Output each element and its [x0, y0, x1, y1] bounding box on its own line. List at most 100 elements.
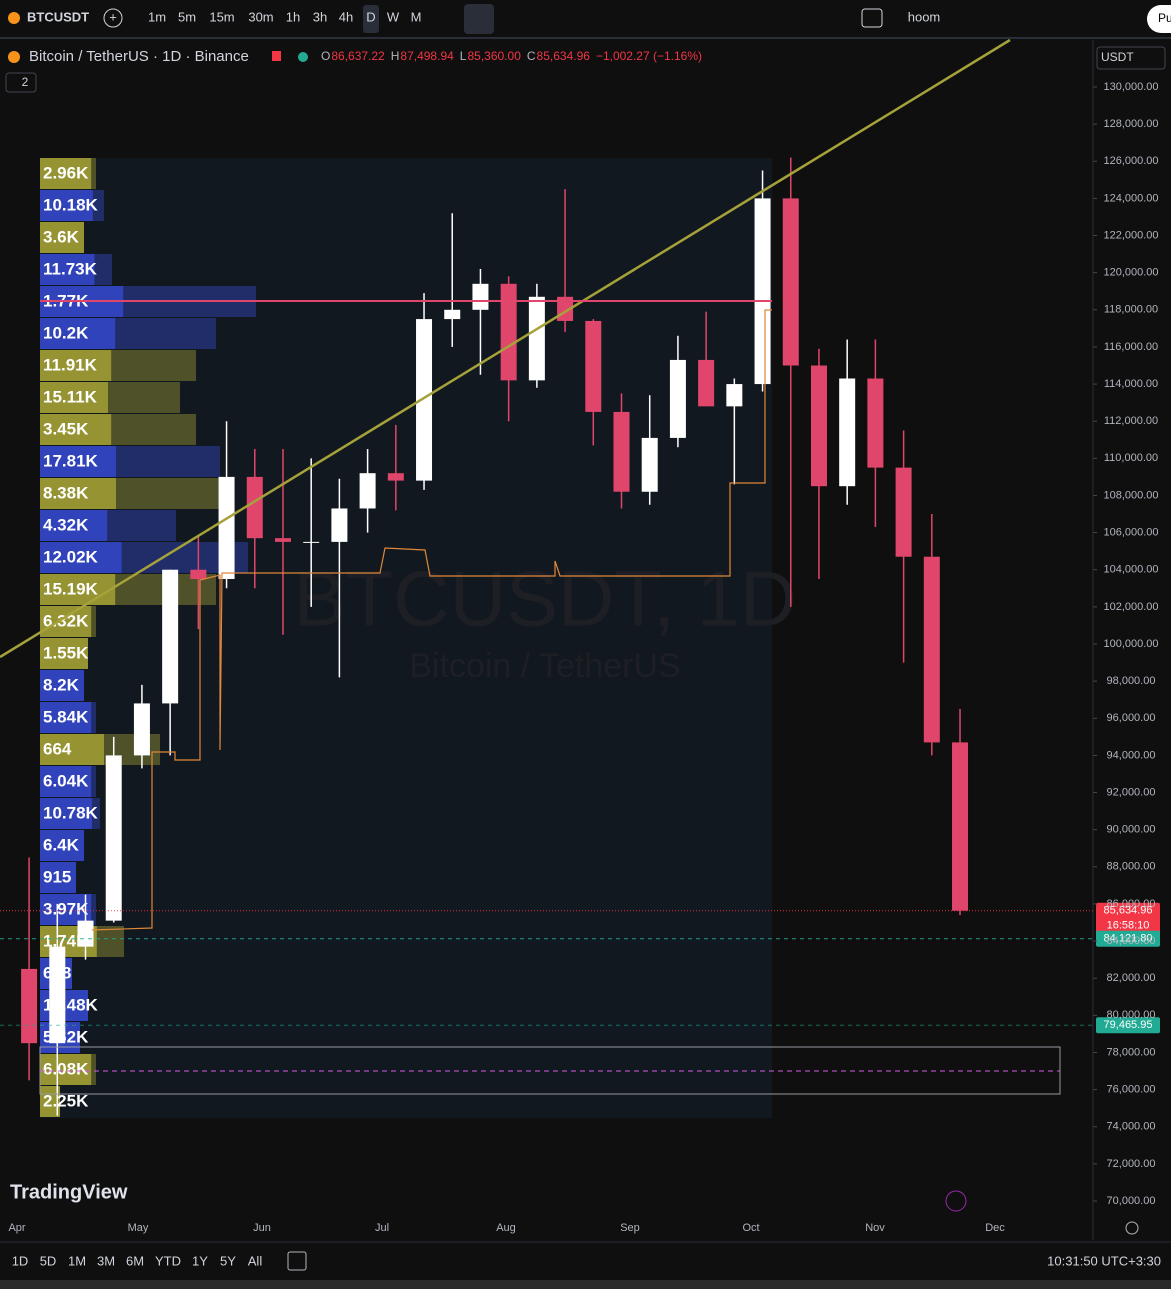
y-tick-label: 72,000.00 [1107, 1158, 1156, 1170]
chart-type-button[interactable] [464, 4, 494, 34]
market-status [298, 52, 308, 62]
logo[interactable]: TradingView [10, 1181, 128, 1203]
profile-bar-core [40, 350, 112, 381]
profile-bar-core [40, 222, 84, 253]
publish-label[interactable]: Pu [1158, 11, 1171, 25]
profile-bar-core [40, 158, 92, 189]
x-tick-label: Sep [620, 1222, 640, 1234]
profile-label: 664 [43, 739, 72, 758]
alert-icon[interactable] [945, 1190, 967, 1212]
candle-body [528, 296, 545, 381]
candle-body [754, 198, 771, 385]
layout-name[interactable]: hoom [908, 9, 941, 24]
settings-icon[interactable] [1125, 1221, 1139, 1235]
profile-label: 15.19K [43, 579, 99, 598]
y-tick-label: 92,000.00 [1107, 786, 1156, 798]
profile-bar-core [40, 798, 92, 829]
profile-bar-core [40, 830, 84, 861]
y-tick-label: 106,000.00 [1103, 527, 1158, 539]
interval[interactable]: 4h [339, 9, 353, 24]
range-button[interactable]: 1Y [192, 1253, 208, 1268]
profile-label: 6.08K [43, 1059, 89, 1078]
range-button[interactable]: 6M [126, 1253, 144, 1268]
profile-bar-core [40, 670, 84, 701]
add-symbol-plus[interactable]: + [109, 9, 117, 24]
ohlc-value: 85,634.96 [537, 49, 591, 63]
profile-bar-core [40, 734, 104, 765]
symbol[interactable]: BTCUSDT [27, 9, 89, 24]
publish-button[interactable] [1147, 5, 1171, 33]
price-badge [1096, 930, 1160, 947]
profile-label: 10.18K [43, 195, 99, 214]
profile-label: 11.91K [43, 355, 98, 374]
ohlc-value: 87,498.94 [400, 49, 454, 63]
y-tick-label: 112,000.00 [1104, 415, 1158, 427]
profile-label: 12.02K [43, 547, 99, 566]
range-button[interactable]: 1M [68, 1253, 86, 1268]
candle-body [21, 968, 38, 1044]
range-button[interactable]: All [248, 1253, 263, 1268]
candle-body [698, 359, 715, 407]
top-toolbar [0, 0, 1171, 37]
candle-body [190, 569, 207, 580]
y-tick-label: 104,000.00 [1103, 564, 1158, 576]
candle-body [303, 541, 320, 543]
profile-bar-core [40, 318, 116, 349]
profile-label: 3.97K [43, 899, 89, 918]
flag[interactable] [272, 51, 281, 61]
candle-body [810, 365, 827, 487]
legend-icon [8, 51, 20, 63]
profile-label: 1.55K [43, 643, 89, 662]
price-badge [1096, 902, 1160, 919]
profile-label: 10.78K [43, 803, 99, 822]
ohlc-label: L [460, 49, 467, 63]
range-button[interactable]: 5Y [220, 1253, 236, 1268]
watermark-symbol: BTCUSDT, 1D [294, 555, 797, 643]
ohlc-label: O [321, 49, 330, 63]
interval[interactable]: W [387, 9, 400, 24]
y-tick-label: 130,000.00 [1103, 81, 1158, 93]
y-tick-label: 122,000.00 [1103, 229, 1158, 241]
interval[interactable]: 15m [209, 9, 234, 24]
interval[interactable]: D [366, 9, 375, 24]
indicator-toggle[interactable] [5, 72, 37, 93]
profile-label: 11.73K [43, 259, 98, 278]
profile-label: 2.25K [43, 1091, 89, 1110]
y-tick-label: 74,000.00 [1107, 1121, 1156, 1133]
candle-body [387, 473, 404, 481]
profile-label: 17.81K [43, 451, 99, 470]
add-symbol[interactable] [103, 8, 123, 28]
interval[interactable]: 30m [248, 9, 273, 24]
y-tick-label: 94,000.00 [1107, 749, 1156, 761]
interval[interactable]: 3h [313, 9, 327, 24]
x-tick-label: May [128, 1222, 149, 1234]
candle-body [867, 378, 884, 468]
y-tick-label: 118,000.00 [1104, 304, 1158, 316]
profile-label: 3.45K [43, 419, 89, 438]
interval[interactable]: 5m [178, 9, 196, 24]
candle-body [105, 755, 122, 921]
interval[interactable]: 1m [148, 9, 166, 24]
profile-label: 8.38K [43, 483, 89, 502]
range-button[interactable]: YTD [155, 1253, 181, 1268]
candle-body [641, 437, 658, 492]
currency[interactable]: USDT [1101, 50, 1134, 64]
price-badge-label: 79,465.95 [1104, 1019, 1153, 1031]
interval[interactable]: M [411, 9, 422, 24]
indicator-count[interactable]: 2 [22, 75, 29, 89]
profile-label: 3.6K [43, 227, 80, 246]
currency-select[interactable] [1096, 46, 1166, 70]
range-button[interactable]: 5D [40, 1253, 57, 1268]
x-tick-label: Apr [8, 1222, 25, 1234]
profile-bar-core [40, 254, 95, 285]
legend-title: Bitcoin / TetherUS · 1D · Binance [29, 48, 249, 65]
ohlc-label: C [527, 49, 536, 63]
candle-body [585, 320, 602, 412]
date-range-icon[interactable] [287, 1251, 307, 1271]
range-button[interactable]: 3M [97, 1253, 115, 1268]
candle-body [923, 556, 940, 743]
y-tick-label: 126,000.00 [1103, 155, 1158, 167]
interval[interactable]: 1h [286, 9, 300, 24]
range-button[interactable]: 1D [12, 1253, 29, 1268]
layout-icon[interactable] [861, 8, 883, 28]
